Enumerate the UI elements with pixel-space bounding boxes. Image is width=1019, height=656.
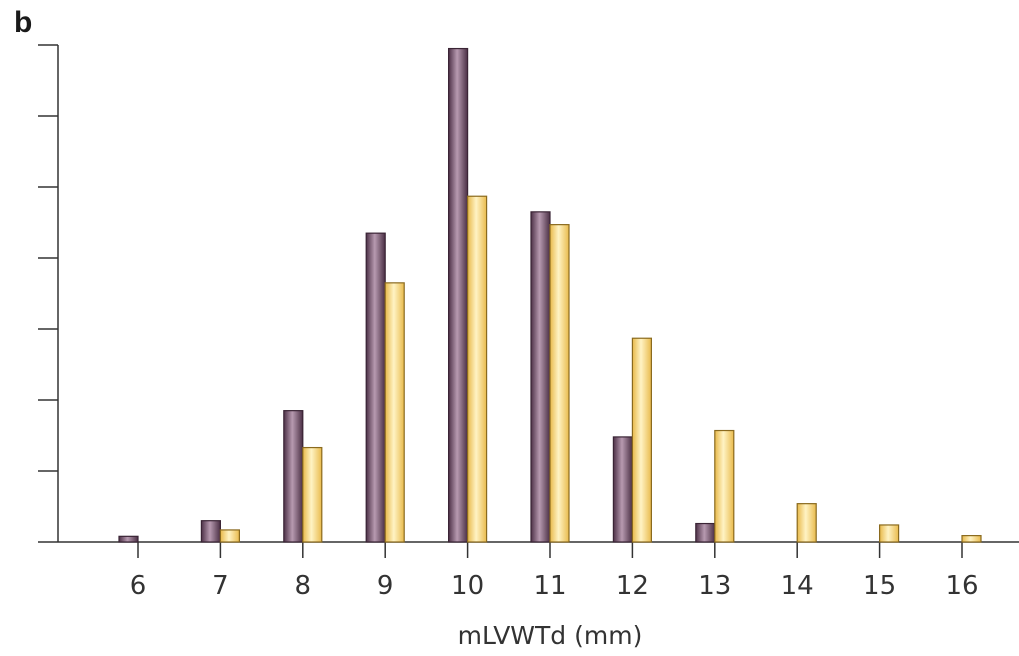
bar-series-2-10 [467, 195, 488, 543]
x-axis-title: mLVWTd (mm) [458, 621, 643, 650]
bar-series-1-6 [118, 535, 139, 543]
x-tick-label: 13 [698, 571, 731, 601]
bar-series-2-14 [796, 503, 817, 543]
bar-series-1-7 [200, 520, 221, 543]
bar-series-1-13 [695, 522, 716, 543]
x-tick-label: 11 [533, 571, 566, 601]
bar-series-2-7 [219, 529, 240, 543]
bar-series-2-11 [549, 224, 570, 543]
bar-series-1-9 [365, 232, 386, 543]
x-tick-label: 12 [616, 571, 649, 601]
x-tick-label: 9 [377, 571, 394, 601]
panel-label: b [14, 6, 33, 39]
x-tick-label: 8 [295, 571, 312, 601]
x-tick-label: 15 [863, 571, 896, 601]
bar-series-1-8 [283, 410, 304, 543]
bar-series-1-10 [448, 47, 469, 543]
bar-series-2-9 [384, 282, 405, 543]
bar-series-2-8 [302, 446, 323, 543]
bar-series-2-12 [631, 337, 653, 543]
x-tick-label: 6 [130, 571, 147, 601]
x-tick-label: 14 [781, 571, 814, 601]
bar-series-2-16 [961, 535, 982, 543]
bar-series-2-13 [714, 429, 735, 543]
x-tick-label: 10 [451, 571, 484, 601]
bar-series-2-15 [878, 524, 900, 543]
tick-labels: 6 7 8 9 10 11 12 13 14 15 16 [130, 571, 979, 601]
bar-series-1-12 [612, 436, 634, 543]
bar-series-1-11 [530, 211, 551, 543]
x-tick-label: 16 [945, 571, 978, 601]
x-tick-label: 7 [212, 571, 229, 601]
axes [38, 44, 1019, 558]
bars [118, 47, 982, 543]
